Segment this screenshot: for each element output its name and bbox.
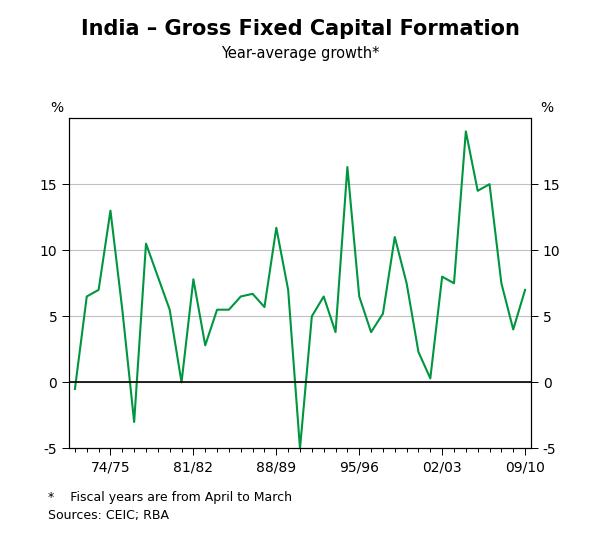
Text: Sources: CEIC; RBA: Sources: CEIC; RBA (48, 509, 169, 522)
Text: Year-average growth*: Year-average growth* (221, 46, 379, 61)
Text: India – Gross Fixed Capital Formation: India – Gross Fixed Capital Formation (80, 19, 520, 39)
Text: %: % (50, 101, 63, 115)
Text: *    Fiscal years are from April to March: * Fiscal years are from April to March (48, 491, 292, 504)
Text: %: % (540, 101, 553, 115)
